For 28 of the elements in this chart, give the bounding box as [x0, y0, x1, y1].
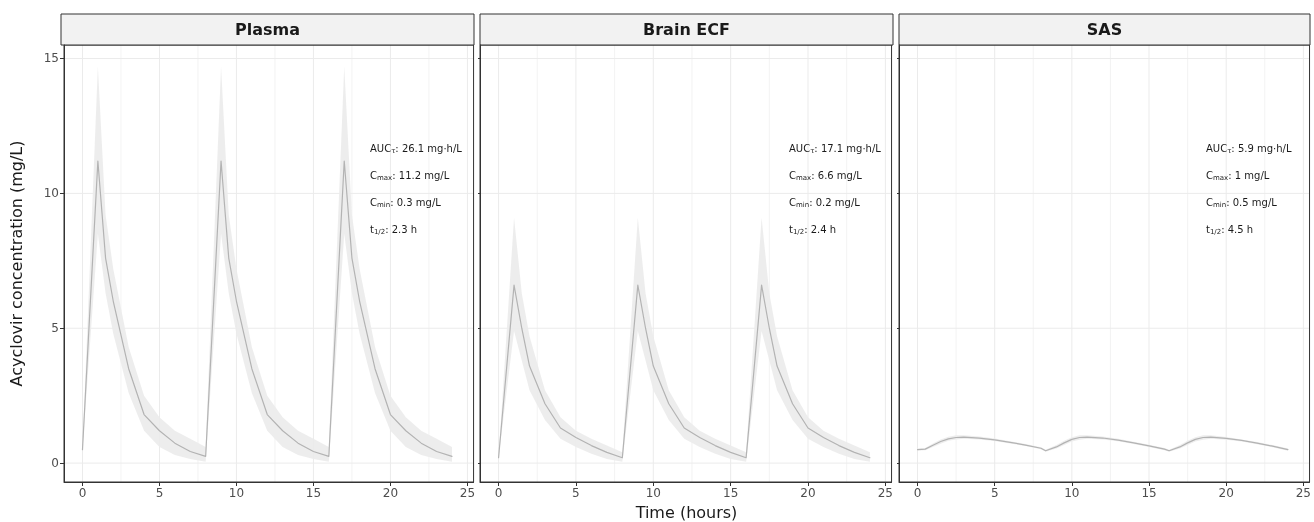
x-tick-label: 20: [800, 486, 816, 500]
x-tick-label: 25: [459, 486, 476, 500]
x-tick-label: 5: [155, 486, 164, 500]
x-tick-label: 5: [572, 486, 580, 500]
x-tick-label: 0: [494, 486, 503, 500]
x-tick-label: 15: [723, 486, 739, 500]
y-tick-label: 15: [43, 51, 59, 66]
x-tick-label: 25: [1295, 486, 1312, 500]
x-axis-title: Time (hours): [634, 502, 738, 522]
line-series: [81, 160, 453, 457]
x-tick-label: 0: [78, 486, 87, 500]
x-tick-label: 5: [990, 486, 999, 500]
y-tick-label: 10: [43, 186, 59, 201]
x-tick-label: 20: [1218, 486, 1234, 500]
x-tick-label: 25: [877, 486, 894, 500]
chart-title: Plasma: [235, 20, 300, 39]
x-tick-label: 10: [645, 486, 661, 500]
x-tick-label: 10: [228, 486, 245, 500]
x-tick-label: 15: [305, 486, 322, 500]
y-axis-title: Acyclovir concentration (mg/L): [6, 140, 26, 387]
chart-title: Brain ECF: [643, 20, 730, 39]
y-tick-label: 0: [51, 456, 59, 471]
x-tick-label: 0: [913, 486, 922, 500]
y-tick-label: 5: [51, 321, 59, 336]
x-tick-label: 20: [382, 486, 399, 500]
x-tick-label: 15: [1141, 486, 1157, 500]
x-tick-label: 10: [1064, 486, 1080, 500]
chart-title: SAS: [1086, 20, 1123, 39]
